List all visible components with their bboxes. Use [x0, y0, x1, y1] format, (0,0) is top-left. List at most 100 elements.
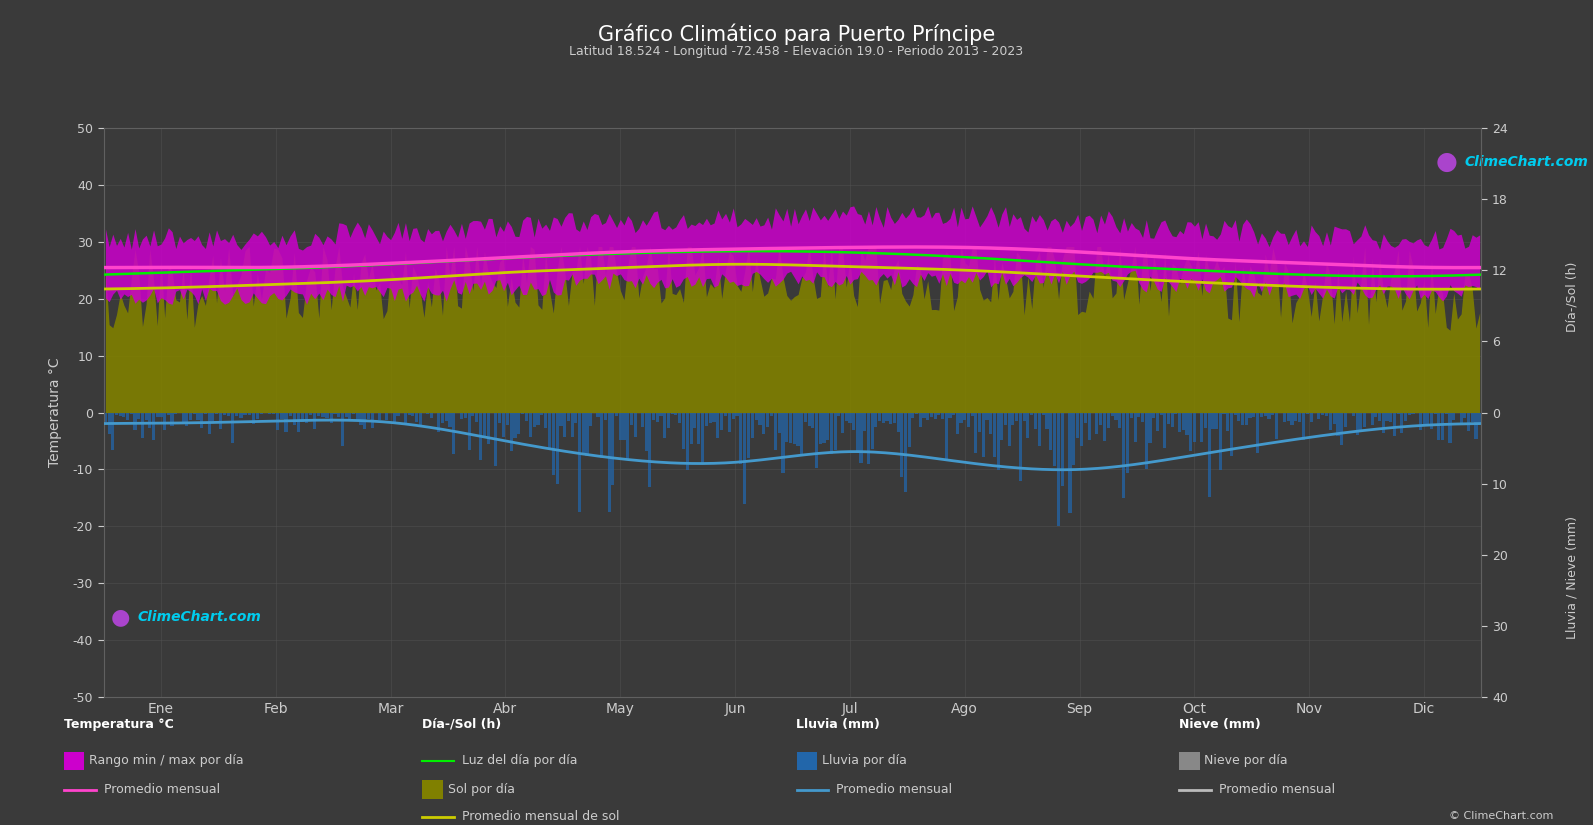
- Bar: [964, 412, 967, 420]
- Bar: [1023, 412, 1026, 421]
- Bar: [892, 412, 895, 423]
- Bar: [1160, 412, 1163, 416]
- Bar: [1249, 412, 1252, 417]
- Bar: [1168, 412, 1171, 424]
- Bar: [1400, 412, 1403, 433]
- Bar: [129, 412, 132, 414]
- Bar: [750, 412, 753, 437]
- Bar: [1211, 412, 1214, 429]
- Bar: [1188, 412, 1192, 451]
- Bar: [1378, 412, 1381, 421]
- Bar: [1282, 412, 1286, 422]
- Bar: [174, 412, 177, 414]
- Bar: [967, 412, 970, 427]
- Bar: [293, 412, 296, 426]
- Bar: [1238, 412, 1241, 421]
- Bar: [526, 412, 527, 421]
- Bar: [256, 412, 260, 419]
- Bar: [430, 412, 433, 418]
- Bar: [507, 412, 508, 425]
- Bar: [196, 412, 199, 420]
- Bar: [425, 412, 429, 413]
- Bar: [1012, 412, 1015, 425]
- Bar: [660, 412, 663, 416]
- Bar: [804, 412, 808, 422]
- Bar: [1434, 412, 1437, 413]
- Bar: [1329, 412, 1332, 430]
- Bar: [930, 412, 933, 417]
- Bar: [959, 412, 962, 423]
- Bar: [280, 412, 284, 419]
- Bar: [808, 412, 811, 427]
- Bar: [1389, 412, 1392, 422]
- Bar: [1064, 412, 1067, 413]
- Bar: [272, 412, 276, 414]
- Bar: [1227, 412, 1230, 431]
- Bar: [366, 412, 370, 419]
- Bar: [1233, 412, 1236, 416]
- Bar: [755, 412, 758, 420]
- Bar: [467, 412, 470, 450]
- Bar: [948, 412, 951, 418]
- Bar: [679, 412, 682, 423]
- Bar: [978, 412, 981, 432]
- Text: Promedio mensual: Promedio mensual: [836, 783, 953, 796]
- Bar: [215, 412, 218, 414]
- Bar: [596, 412, 599, 417]
- Bar: [720, 412, 723, 430]
- Bar: [333, 412, 336, 414]
- Bar: [1045, 412, 1048, 429]
- Bar: [414, 412, 417, 422]
- Bar: [260, 412, 263, 414]
- Bar: [645, 412, 648, 450]
- Bar: [867, 412, 870, 464]
- Bar: [123, 412, 126, 417]
- Bar: [349, 412, 352, 421]
- Bar: [739, 412, 742, 464]
- Bar: [1182, 412, 1185, 431]
- Bar: [1037, 412, 1040, 446]
- Bar: [314, 412, 317, 429]
- Text: ●: ●: [1437, 150, 1458, 174]
- Bar: [218, 412, 221, 429]
- Bar: [1453, 412, 1456, 420]
- Bar: [268, 412, 271, 414]
- Bar: [444, 412, 448, 421]
- Bar: [989, 412, 992, 434]
- Bar: [548, 412, 551, 449]
- Bar: [766, 412, 769, 427]
- Bar: [1381, 412, 1384, 433]
- Bar: [1072, 412, 1075, 465]
- Bar: [360, 412, 363, 425]
- Bar: [573, 412, 577, 423]
- Bar: [736, 412, 739, 417]
- Bar: [911, 412, 914, 417]
- Bar: [981, 412, 984, 457]
- Bar: [1464, 412, 1467, 418]
- Bar: [674, 412, 677, 415]
- Bar: [1174, 412, 1177, 414]
- Bar: [970, 412, 973, 417]
- Bar: [239, 412, 242, 418]
- Bar: [301, 412, 304, 422]
- Bar: [816, 412, 819, 469]
- Bar: [244, 412, 247, 415]
- Bar: [667, 412, 671, 428]
- Bar: [1309, 412, 1313, 422]
- Bar: [629, 412, 632, 426]
- Bar: [567, 412, 570, 421]
- Bar: [908, 412, 911, 447]
- Bar: [897, 412, 900, 432]
- Bar: [1121, 412, 1125, 497]
- Bar: [540, 412, 543, 415]
- Bar: [207, 412, 210, 435]
- Bar: [393, 412, 397, 422]
- Bar: [863, 412, 867, 431]
- Bar: [789, 412, 792, 443]
- Bar: [529, 412, 532, 437]
- Bar: [878, 412, 881, 421]
- Bar: [1126, 412, 1129, 473]
- Bar: [564, 412, 566, 437]
- Bar: [338, 412, 341, 417]
- Bar: [167, 412, 170, 415]
